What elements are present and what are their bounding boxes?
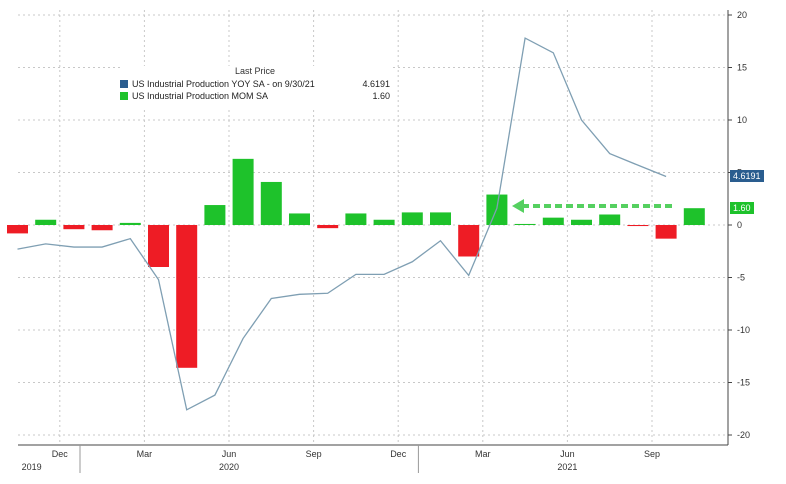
x-tick-label: Jun: [222, 449, 237, 459]
chart-legend: Last Price US Industrial Production YOY …: [120, 66, 390, 108]
year-label: 2021: [557, 462, 577, 472]
legend-entry-mom: US Industrial Production MOM SA 1.60: [120, 90, 390, 102]
bar: [345, 213, 367, 225]
bar: [571, 219, 592, 225]
bar: [63, 225, 85, 230]
bar: [514, 223, 536, 225]
bar: [599, 214, 621, 225]
y-tick-label: -20: [737, 430, 750, 440]
x-tick-label: Dec: [52, 449, 69, 459]
bar: [373, 219, 395, 225]
x-tick-label: Mar: [475, 449, 491, 459]
legend-title: Last Price: [234, 66, 276, 76]
x-tick-label: Jun: [560, 449, 575, 459]
year-label: 2020: [219, 462, 239, 472]
bar: [627, 225, 649, 227]
bar: [91, 225, 113, 231]
x-tick-label: Sep: [644, 449, 660, 459]
legend-label-yoy: US Industrial Production YOY SA - on 9/3…: [132, 79, 315, 89]
legend-swatch-yoy: [120, 80, 128, 88]
bar: [542, 217, 564, 225]
y-tick-label: 10: [737, 115, 747, 125]
legend-swatch-mom: [120, 92, 128, 100]
y-tick-label: 0: [737, 220, 742, 230]
bar: [119, 222, 141, 225]
y-tick-label: 20: [737, 10, 747, 20]
y-tick-label: -10: [737, 325, 750, 335]
x-tick-label: Sep: [306, 449, 322, 459]
year-label: 2019: [22, 462, 42, 472]
y-tick-label: -5: [737, 273, 745, 283]
bar: [289, 213, 310, 225]
legend-value-mom: 1.60: [372, 91, 390, 101]
bar: [401, 212, 423, 225]
legend-label-mom: US Industrial Production MOM SA: [132, 91, 269, 101]
last-value-badge-yoy: 4.6191: [730, 170, 764, 183]
bar: [683, 208, 705, 225]
x-tick-label: Dec: [390, 449, 407, 459]
x-tick-label: Mar: [137, 449, 153, 459]
bar: [148, 225, 169, 267]
legend-value-yoy: 4.6191: [362, 79, 390, 89]
bar: [458, 225, 480, 257]
bar: [7, 225, 28, 234]
bar: [655, 225, 677, 239]
legend-entry-yoy: US Industrial Production YOY SA - on 9/3…: [120, 78, 390, 90]
y-tick-label: -15: [737, 378, 750, 388]
bar: [317, 225, 339, 229]
bar: [35, 219, 57, 225]
dashed-arrow-head: [512, 199, 524, 213]
y-tick-label: 15: [737, 63, 747, 73]
yoy-line: [17, 37, 667, 411]
bar: [260, 181, 282, 225]
last-value-badge-mom: 1.60: [730, 202, 754, 215]
bar: [204, 205, 226, 225]
bar: [176, 225, 198, 368]
bar: [232, 158, 254, 225]
bar: [430, 212, 451, 225]
